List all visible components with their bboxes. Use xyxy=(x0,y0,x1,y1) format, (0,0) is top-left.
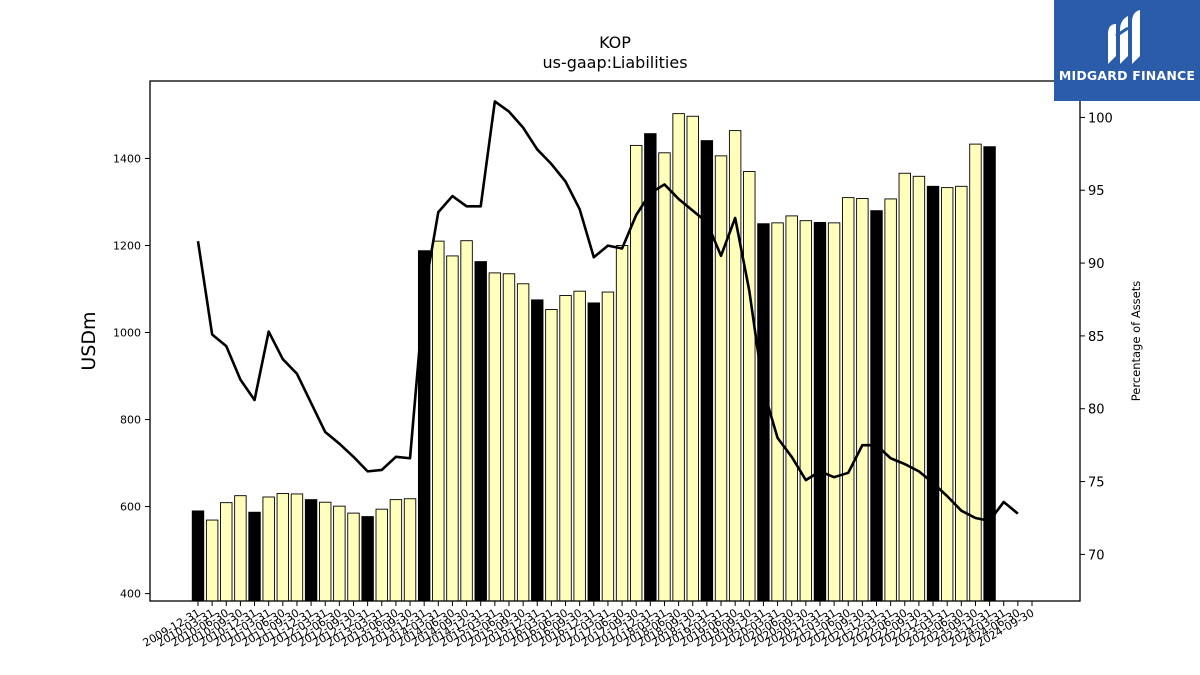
bar-2014-03-31 xyxy=(432,240,445,602)
bar-2023-09-30 xyxy=(969,143,982,602)
logo-text: MIDGARD FINANCE xyxy=(1058,68,1196,83)
bar-2022-06-30 xyxy=(898,172,911,602)
y2-tick-label: 100 xyxy=(1088,111,1113,126)
y2-tick-label: 90 xyxy=(1088,257,1105,272)
chart-subtitle: us-gaap:Liabilities xyxy=(542,53,687,72)
y2-axis-label: Percentage of Assets xyxy=(1129,281,1143,402)
bar-2011-06-30 xyxy=(276,493,290,602)
bar-2022-12-31 xyxy=(926,185,940,602)
bar-2017-06-30 xyxy=(615,245,629,602)
percentage-line xyxy=(196,100,1019,523)
y-tick-label: 1400 xyxy=(113,152,141,165)
bar-2020-03-31 xyxy=(771,222,784,602)
bar-2011-03-31 xyxy=(262,496,275,602)
bar-2019-03-31 xyxy=(714,155,728,602)
logo-mark-icon xyxy=(1108,10,1140,64)
y-tick-label: 400 xyxy=(120,588,141,601)
chart-title: KOP xyxy=(599,33,631,52)
bar-2023-12-31 xyxy=(983,146,996,602)
bar-2010-12-31 xyxy=(248,511,261,602)
bar-2021-03-31 xyxy=(827,222,841,602)
bar-2010-03-31 xyxy=(205,519,219,602)
y-tick-label: 1200 xyxy=(113,239,141,252)
bar-2015-06-30 xyxy=(502,273,516,602)
y-tick-label: 1000 xyxy=(113,327,141,340)
y2-tick-label: 80 xyxy=(1088,403,1105,418)
bar-2013-03-31 xyxy=(375,508,388,602)
y2-tick-label: 95 xyxy=(1088,184,1105,199)
bar-2011-09-30 xyxy=(290,493,304,602)
y-tick-label: 600 xyxy=(120,501,141,514)
bar-2021-09-30 xyxy=(856,198,869,602)
bar-2015-12-31 xyxy=(531,299,544,602)
y-tick-label: 800 xyxy=(120,414,141,427)
y2-tick-label: 75 xyxy=(1088,476,1105,491)
bar-2014-12-31 xyxy=(474,261,487,602)
bar-2023-06-30 xyxy=(955,185,968,602)
bar-2020-12-31 xyxy=(813,221,827,602)
y-axis-label: USDm xyxy=(78,311,100,370)
bar-2018-06-30 xyxy=(672,113,685,602)
bar-2010-09-30 xyxy=(234,495,247,602)
bar-2016-03-31 xyxy=(545,309,558,602)
bar-2012-09-30 xyxy=(347,512,360,602)
bar-2020-06-30 xyxy=(785,215,798,602)
bar-2016-06-30 xyxy=(559,295,572,602)
bar-2014-06-30 xyxy=(446,255,459,602)
bar-2015-09-30 xyxy=(516,283,530,602)
bar-2022-09-30 xyxy=(912,175,926,602)
bar-2018-12-31 xyxy=(700,140,714,602)
bar-2020-09-30 xyxy=(799,220,813,602)
bar-2023-03-31 xyxy=(940,187,954,602)
bar-2013-06-30 xyxy=(389,499,403,602)
bar-2022-03-31 xyxy=(884,198,897,602)
bar-2015-03-31 xyxy=(488,272,502,602)
axes-group: 4006008001000120014007075808590951002009… xyxy=(113,111,1113,649)
bar-2014-09-30 xyxy=(460,240,473,602)
line-group xyxy=(196,100,1019,523)
bar-2017-03-31 xyxy=(601,291,615,602)
bar-2012-12-31 xyxy=(361,516,374,602)
bars-group xyxy=(191,113,996,602)
bar-2011-12-31 xyxy=(304,499,318,602)
bar-2012-06-30 xyxy=(333,505,346,602)
y2-tick-label: 70 xyxy=(1088,548,1105,563)
bar-2018-03-31 xyxy=(658,152,671,602)
bar-2016-09-30 xyxy=(573,290,586,602)
bar-2012-03-31 xyxy=(319,501,332,602)
y2-tick-label: 85 xyxy=(1088,330,1105,345)
bar-2013-09-30 xyxy=(403,498,417,602)
bar-2009-12-31 xyxy=(191,510,205,602)
bar-2017-12-31 xyxy=(644,133,657,602)
bar-2018-09-30 xyxy=(686,115,699,602)
bar-2019-12-31 xyxy=(757,223,770,602)
bar-2019-09-30 xyxy=(743,171,756,602)
bar-2021-12-31 xyxy=(870,210,883,602)
bar-2021-06-30 xyxy=(842,197,855,602)
midgard-finance-logo: MIDGARD FINANCE xyxy=(1054,0,1200,101)
bar-2019-06-30 xyxy=(728,130,742,602)
bar-2010-06-30 xyxy=(220,502,233,602)
bar-2016-12-31 xyxy=(587,302,600,602)
plot-frame xyxy=(149,80,1081,602)
